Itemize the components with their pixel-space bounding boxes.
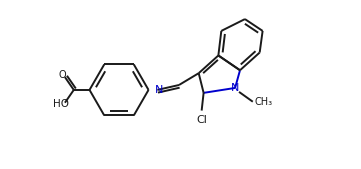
Text: N: N <box>155 85 163 95</box>
Text: N: N <box>231 83 239 93</box>
Text: CH₃: CH₃ <box>255 97 273 107</box>
Text: HO: HO <box>53 99 69 109</box>
Text: Cl: Cl <box>196 115 207 125</box>
Text: O: O <box>58 70 66 80</box>
